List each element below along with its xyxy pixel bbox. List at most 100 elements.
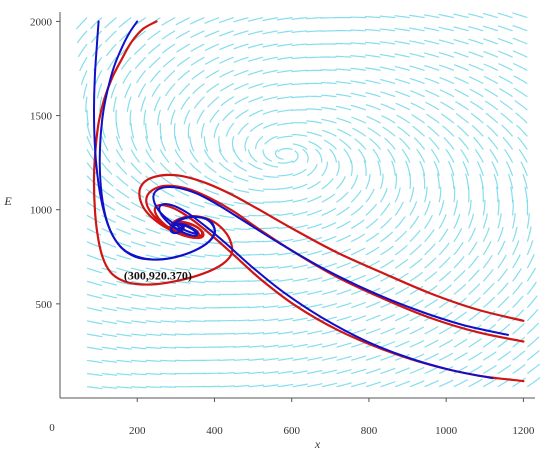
field-arrow <box>394 286 410 295</box>
field-arrow <box>526 267 537 282</box>
field-arrow <box>482 364 497 375</box>
field-arrow <box>365 381 381 388</box>
field-arrow <box>163 69 176 82</box>
field-arrow <box>219 83 235 92</box>
field-arrow <box>219 267 235 270</box>
field-arrow <box>307 250 323 256</box>
field-arrow <box>468 269 480 282</box>
field-arrow <box>483 50 499 58</box>
field-arrow <box>140 96 147 112</box>
field-arrow <box>499 87 513 98</box>
field-arrow <box>365 67 381 71</box>
field-arrow <box>512 226 518 242</box>
field-arrow <box>175 307 191 310</box>
field-arrow <box>170 109 176 125</box>
field-arrow <box>460 148 470 163</box>
field-arrow <box>263 292 279 295</box>
field-arrow <box>513 87 528 98</box>
field-arrow <box>277 317 294 322</box>
field-arrow <box>233 371 250 375</box>
field-arrow <box>482 351 497 361</box>
field-arrow <box>218 17 234 24</box>
field-arrow <box>110 83 117 99</box>
field-arrow <box>291 69 308 73</box>
field-arrow <box>439 64 455 71</box>
field-arrow <box>262 43 278 48</box>
field-arrow <box>453 227 463 243</box>
field-arrow <box>526 377 541 388</box>
field-arrow <box>468 255 479 269</box>
field-arrow <box>233 227 250 230</box>
field-arrow <box>189 254 206 258</box>
field-arrow <box>350 274 366 282</box>
field-arrow <box>512 281 523 295</box>
field-arrow <box>354 138 367 150</box>
field-arrow <box>193 96 205 109</box>
field-arrow <box>504 148 514 163</box>
field-arrow <box>350 29 366 32</box>
field-arrow <box>438 256 451 269</box>
field-arrow <box>116 201 131 211</box>
field-arrow <box>497 12 513 19</box>
field-arrow <box>321 289 337 295</box>
field-arrow <box>220 96 235 107</box>
field-arrow <box>498 63 513 71</box>
field-arrow <box>468 324 482 335</box>
field-arrow <box>440 113 455 124</box>
field-arrow <box>86 214 101 224</box>
field-arrow <box>147 30 161 41</box>
field-arrow <box>145 254 162 260</box>
field-arrow <box>438 51 455 58</box>
field-arrow <box>468 13 484 19</box>
field-arrow <box>277 252 294 256</box>
tick-labels: 0 200 400 600 800 1000 1200 500 1000 1500 2000 <box>30 16 535 437</box>
field-arrow <box>481 186 484 203</box>
field-arrow <box>350 247 366 256</box>
field-arrow <box>262 162 279 168</box>
field-arrow <box>277 278 294 282</box>
field-arrow <box>174 201 190 209</box>
field-arrow <box>320 94 337 98</box>
field-arrow <box>462 161 470 176</box>
field-arrow <box>116 214 131 223</box>
field-arrow <box>424 214 433 229</box>
field-arrow <box>292 168 307 177</box>
field-arrow <box>145 267 162 272</box>
field-arrow <box>145 293 162 298</box>
field-arrow <box>409 243 422 256</box>
field-arrow <box>206 83 220 94</box>
field-arrow <box>174 175 189 186</box>
field-arrow <box>262 96 278 102</box>
field-arrow <box>458 136 470 150</box>
field-arrow <box>453 352 468 361</box>
field-arrow <box>151 83 161 97</box>
field-arrow <box>438 13 455 19</box>
field-arrow <box>424 257 437 269</box>
field-arrow <box>409 380 425 388</box>
field-arrow <box>277 383 294 388</box>
field-arrow <box>219 214 235 219</box>
field-arrow <box>131 359 147 363</box>
field-arrow <box>410 102 425 111</box>
field-arrow <box>453 283 467 295</box>
field-arrow <box>189 241 206 245</box>
field-arrow <box>350 233 366 243</box>
field-arrow <box>160 359 177 362</box>
field-arrow <box>276 122 293 126</box>
field-arrow <box>116 320 132 324</box>
field-arrow <box>394 187 401 203</box>
field-arrow <box>436 173 440 189</box>
field-arrow <box>263 201 279 203</box>
field-arrow <box>321 369 338 375</box>
field-arrow <box>307 356 323 361</box>
field-arrow <box>248 384 265 388</box>
field-arrow <box>105 43 117 57</box>
field-arrow <box>526 281 537 295</box>
field-arrow <box>394 173 398 190</box>
field-arrow <box>321 106 337 111</box>
field-arrow <box>204 175 219 184</box>
field-arrow <box>526 309 539 322</box>
field-arrow <box>409 257 423 269</box>
field-arrow <box>277 344 294 348</box>
field-arrow <box>512 213 516 229</box>
